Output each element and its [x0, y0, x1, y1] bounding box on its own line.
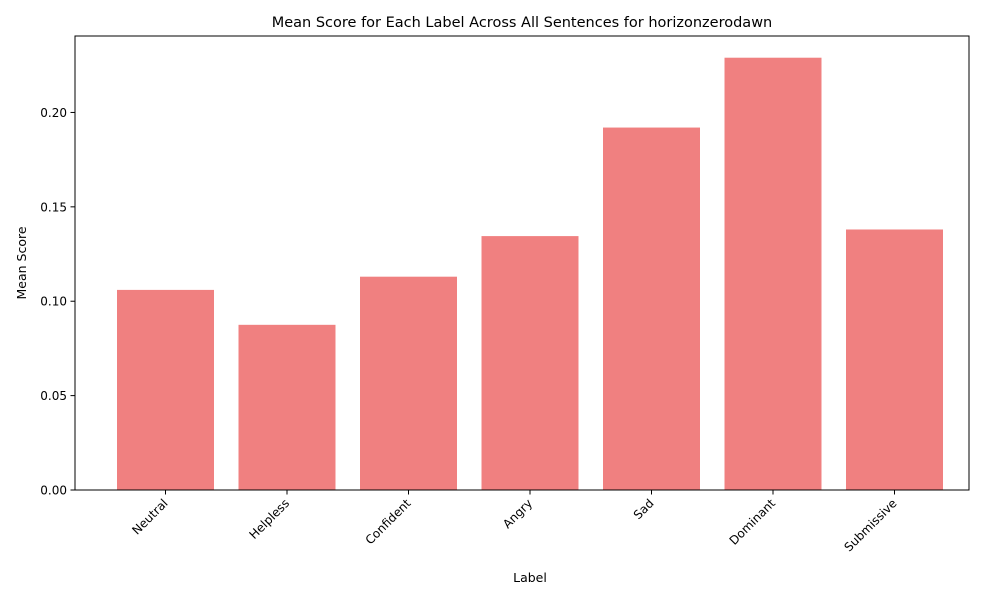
- x-axis: Neutral Helpless Confident Angry Sad Dominant…: [129, 490, 900, 554]
- y-tick-label: 0.20: [40, 106, 67, 120]
- x-tick-label: Angry: [500, 496, 535, 531]
- bar-neutral: [117, 289, 214, 490]
- bars-group: [117, 57, 943, 491]
- y-tick-label: 0.10: [40, 295, 67, 309]
- x-tick-label: Confident: [363, 496, 414, 547]
- y-tick-label: 0.15: [40, 200, 67, 214]
- bar-angry: [481, 236, 579, 490]
- bar-helpless: [238, 324, 336, 490]
- x-axis-label: Label: [513, 570, 547, 585]
- x-tick-label: Sad: [631, 496, 657, 522]
- x-tick-label: Neutral: [129, 496, 170, 537]
- bar-submissive: [846, 229, 943, 490]
- bar-confident: [360, 276, 457, 490]
- x-tick-label: Dominant: [727, 496, 779, 548]
- chart-title: Mean Score for Each Label Across All Sen…: [272, 15, 773, 31]
- x-tick-label: Helpless: [246, 496, 292, 542]
- y-tick-label: 0.00: [40, 484, 67, 498]
- bar-dominant: [724, 57, 822, 491]
- x-tick-label: Submissive: [842, 496, 900, 554]
- plot-frame: [74, 35, 970, 491]
- bar-sad: [603, 127, 700, 491]
- y-axis: 0.00 0.05 0.10 0.15 0.20: [40, 106, 75, 498]
- y-axis-label: Mean Score: [14, 226, 29, 299]
- y-tick-label: 0.05: [40, 389, 67, 403]
